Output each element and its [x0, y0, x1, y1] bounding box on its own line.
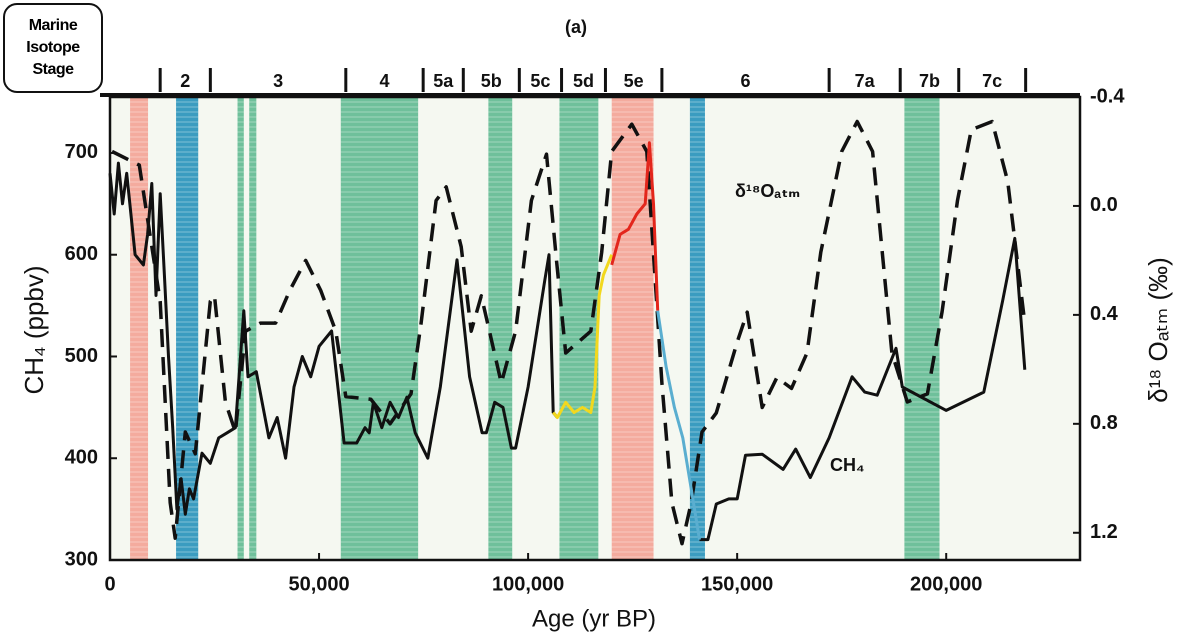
x-tick-label: 50,000: [288, 573, 349, 595]
y2-tick-label: 0.0: [1090, 194, 1118, 216]
series-line: [108, 161, 1027, 542]
x-tick-label: 200,000: [910, 573, 982, 595]
series-line: [656, 310, 701, 540]
y-tick-label: 600: [65, 243, 98, 265]
chart-title: (a): [565, 17, 587, 37]
stage-name: 4: [379, 71, 389, 91]
stage-name: 3: [273, 71, 283, 91]
x-tick-label: 150,000: [701, 573, 773, 595]
x-tick-label: 100,000: [492, 573, 564, 595]
y-tick-label: 700: [65, 141, 98, 163]
stage-name: 5e: [624, 71, 644, 91]
y2-tick-label: 0.8: [1090, 412, 1118, 434]
series-line: [111, 119, 1027, 546]
series-label: CH₄: [830, 455, 865, 475]
series-line: [552, 254, 614, 419]
y2-tick-label: -0.4: [1090, 85, 1125, 107]
stage-name: 5b: [481, 71, 502, 91]
stage-name: 5a: [433, 71, 454, 91]
band-hatch: [689, 97, 705, 560]
stage-name: 7a: [855, 71, 876, 91]
y2-tick-label: 1.2: [1090, 521, 1118, 543]
band-hatch: [249, 97, 257, 560]
y-tick-label: 500: [65, 345, 98, 367]
axes: 0 50,000 100,000 150,000 200,000 300 400 500 600…: [65, 68, 1125, 595]
stage-name: 6: [741, 71, 751, 91]
band-hatch: [340, 97, 419, 560]
stage-label: Marine Isotope Stage: [3, 3, 103, 93]
band-hatch: [904, 97, 940, 560]
x-axis-title: Age (yr BP): [532, 605, 656, 632]
series-line: [610, 141, 660, 311]
x-tick-label: 0: [104, 573, 115, 595]
y-tick-label: 400: [65, 447, 98, 469]
y-tick-label: 300: [65, 548, 98, 570]
stage-name: 7c: [982, 71, 1002, 91]
band-hatch: [237, 97, 244, 560]
y2-axis-title: δ¹⁸ Oₐₜₘ (‰): [1143, 257, 1173, 403]
stage-name: 5c: [530, 71, 550, 91]
stage-name: 5d: [573, 71, 594, 91]
band-hatch: [488, 97, 513, 560]
band-hatch: [176, 97, 199, 560]
series-label: δ¹⁸Oₐₜₘ: [735, 181, 800, 201]
lines: [108, 119, 1027, 546]
y-axis-title: CH₄ (ppbv): [19, 265, 49, 394]
band-hatch: [130, 97, 149, 560]
stage-name: 2: [180, 71, 190, 91]
stage-name: 7b: [919, 71, 940, 91]
y2-tick-label: 0.4: [1090, 303, 1119, 325]
